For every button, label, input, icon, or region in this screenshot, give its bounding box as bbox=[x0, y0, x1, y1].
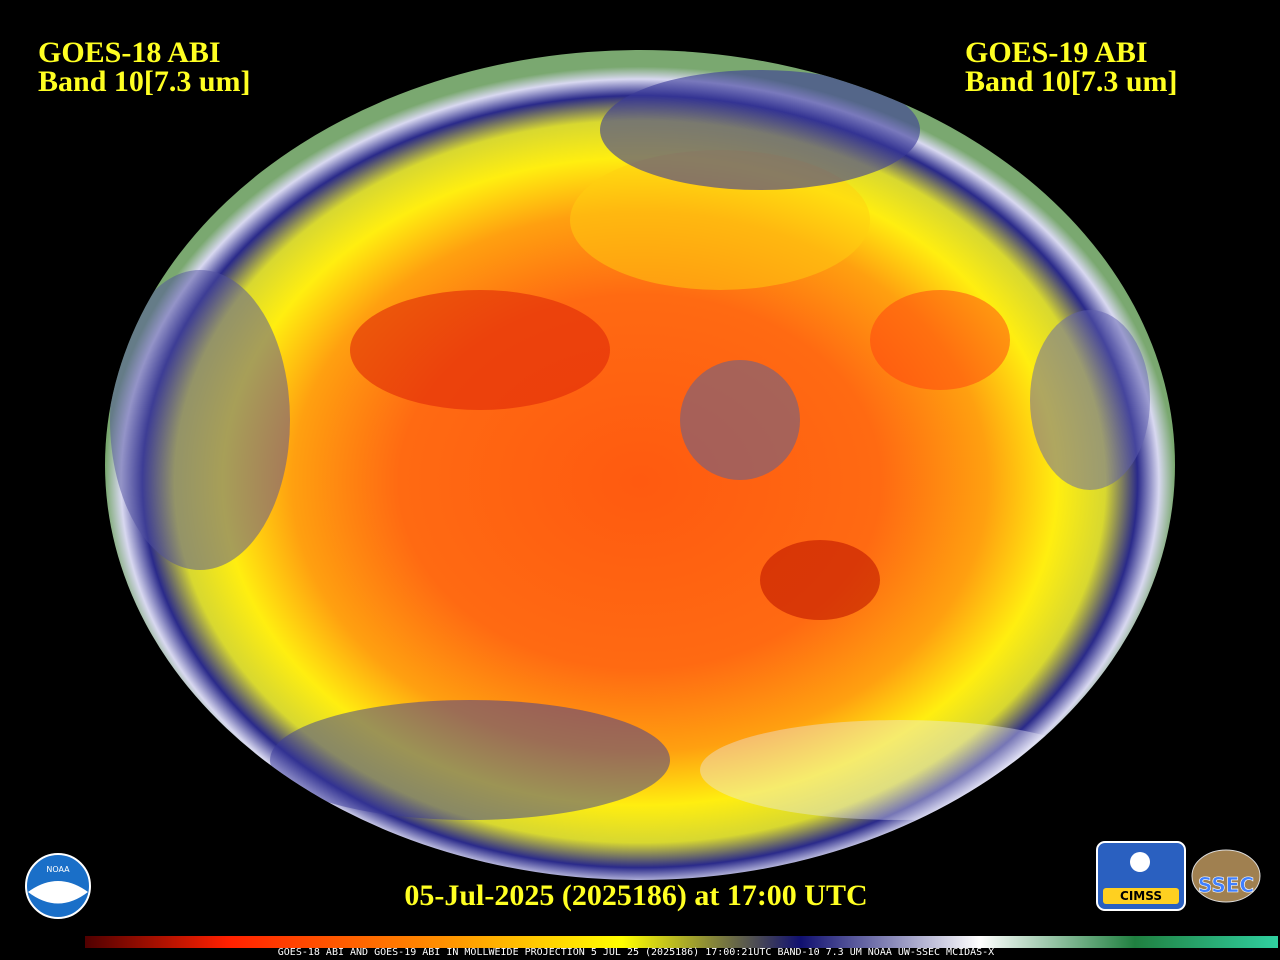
color-bar bbox=[85, 936, 1278, 948]
cimss-text: CIMSS bbox=[1120, 889, 1162, 903]
cimss-logo: CIMSS bbox=[1096, 841, 1186, 911]
ssec-text: SSEC bbox=[1198, 873, 1254, 897]
noaa-logo: NOAA bbox=[25, 853, 91, 919]
left-band: Band 10[7.3 um] bbox=[38, 65, 251, 98]
right-band: Band 10[7.3 um] bbox=[965, 65, 1178, 98]
ssec-logo: SSEC bbox=[1191, 849, 1261, 903]
noaa-text: NOAA bbox=[46, 865, 70, 874]
right-satellite: GOES-19 ABI bbox=[965, 36, 1148, 69]
globe bbox=[105, 50, 1175, 880]
timestamp: 05-Jul-2025 (2025186) at 17:00 UTC bbox=[404, 879, 867, 912]
footer-text: GOES-18 ABI AND GOES-19 ABI IN MOLLWEIDE… bbox=[278, 947, 994, 958]
left-satellite: GOES-18 ABI bbox=[38, 36, 221, 69]
